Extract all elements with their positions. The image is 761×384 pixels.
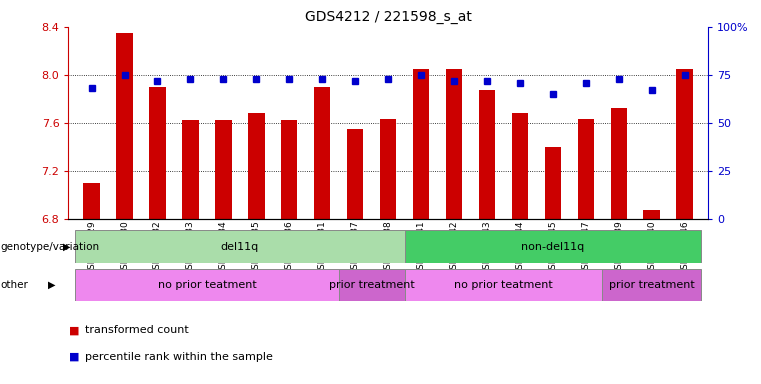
Bar [545,147,561,219]
Text: prior treatment: prior treatment [609,280,695,290]
Bar [347,129,364,219]
Bar [339,269,405,301]
Title: GDS4212 / 221598_s_at: GDS4212 / 221598_s_at [304,10,472,25]
Text: prior treatment: prior treatment [329,280,415,290]
Text: ■: ■ [68,325,79,335]
Text: ■: ■ [68,352,79,362]
Text: percentile rank within the sample: percentile rank within the sample [85,352,273,362]
Bar [677,69,693,219]
Bar [405,230,701,263]
Bar [314,87,330,219]
Text: no prior teatment: no prior teatment [454,280,552,290]
Bar [182,121,199,219]
Bar [602,269,701,301]
Bar [149,87,166,219]
Bar [248,113,265,219]
Text: ▶: ▶ [63,242,71,252]
Bar [644,210,660,219]
Bar [281,121,298,219]
Bar [215,121,231,219]
Bar [83,183,100,219]
Bar [116,33,132,219]
Text: no prior teatment: no prior teatment [158,280,256,290]
Text: non-del11q: non-del11q [521,242,584,252]
Bar [511,113,528,219]
Text: transformed count: transformed count [85,325,189,335]
Bar [412,69,429,219]
Bar [405,269,602,301]
Bar [578,119,594,219]
Bar [446,69,462,219]
Bar [380,119,396,219]
Bar [75,269,339,301]
Text: ▶: ▶ [48,280,56,290]
Bar [75,230,405,263]
Text: other: other [1,280,29,290]
Text: del11q: del11q [221,242,259,252]
Bar [479,91,495,219]
Bar [610,109,627,219]
Text: genotype/variation: genotype/variation [1,242,100,252]
